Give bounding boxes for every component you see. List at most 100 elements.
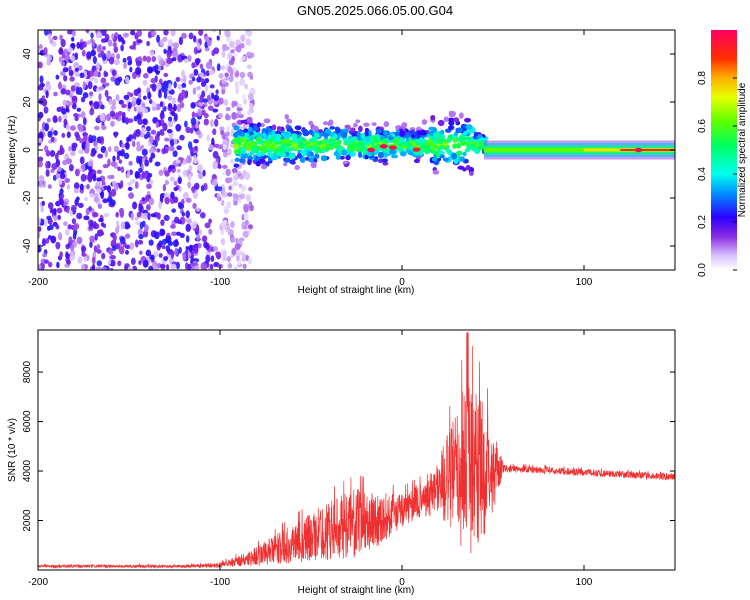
- heat-cell: [206, 94, 211, 101]
- heat-cell: [223, 151, 228, 158]
- heat-cell: [156, 34, 161, 44]
- heat-cell: [227, 262, 233, 269]
- heat-cell: [172, 239, 179, 248]
- heat-cell: [64, 228, 70, 236]
- heat-cell: [127, 101, 132, 110]
- heat-cell: [154, 134, 160, 142]
- heat-cell: [439, 154, 445, 159]
- heat-cell: [121, 143, 125, 149]
- heat-cell: [238, 197, 242, 204]
- heat-cell: [213, 94, 220, 102]
- heat-cell: [164, 180, 170, 186]
- heat-cell: [167, 95, 173, 101]
- heat-cell: [118, 99, 124, 105]
- heat-cell: [263, 118, 271, 124]
- heat-cell: [41, 200, 45, 206]
- heat-cell: [381, 158, 389, 163]
- heat-cell: [82, 41, 87, 48]
- heat-cell: [288, 153, 296, 160]
- heat-cell: [100, 222, 105, 227]
- heat-cell: [61, 108, 67, 115]
- heat-cell: [335, 127, 341, 134]
- heat-cell: [90, 107, 94, 112]
- heat-cell: [154, 140, 158, 147]
- heat-cell: [259, 158, 266, 164]
- heat-cell: [182, 192, 189, 200]
- heat-cell: [275, 133, 282, 140]
- heat-cell: [181, 211, 186, 217]
- heat-cell: [125, 141, 130, 150]
- heat-cell: [101, 180, 106, 186]
- heat-cell: [185, 126, 191, 134]
- heat-cell: [192, 191, 198, 199]
- heat-cell: [218, 72, 224, 79]
- heat-cell: [116, 53, 121, 60]
- heat-cell: [83, 256, 88, 262]
- heat-cell: [155, 103, 161, 111]
- heat-cell: [241, 149, 247, 155]
- heat-cell: [227, 52, 232, 60]
- heat-cell: [121, 103, 127, 109]
- heat-cell: [43, 47, 48, 55]
- heat-cell: [151, 56, 157, 62]
- heat-cell: [215, 251, 221, 257]
- heat-cell: [38, 137, 43, 143]
- heat-cell: [247, 159, 252, 166]
- heat-cell: [74, 168, 80, 177]
- heat-cell: [146, 40, 150, 47]
- heat-cell: [150, 77, 156, 84]
- heat-cell: [166, 50, 172, 59]
- heat-cell: [314, 153, 320, 159]
- heat-cell: [342, 160, 349, 165]
- heat-cell: [187, 55, 192, 62]
- heat-cell: [216, 193, 222, 198]
- heat-cell: [62, 99, 68, 106]
- heat-cell: [192, 202, 197, 210]
- heat-cell: [176, 231, 182, 236]
- heat-cell: [118, 183, 122, 190]
- heat-cell: [47, 130, 53, 138]
- heat-cell: [175, 159, 181, 164]
- heat-cell: [165, 264, 170, 270]
- heat-cell: [175, 123, 182, 132]
- heat-cell: [283, 162, 288, 167]
- heat-cell: [90, 32, 94, 39]
- heat-cell: [126, 182, 132, 187]
- colorbar: 0.0 0.2 0.4 0.6 0.8 Normalized spectral ampl…: [697, 30, 748, 277]
- heat-cell: [78, 149, 84, 155]
- heat-cell: [437, 119, 445, 127]
- heat-cell: [93, 196, 100, 203]
- heat-cell: [69, 76, 75, 82]
- heat-cell: [83, 215, 90, 221]
- heat-cell: [57, 166, 62, 172]
- heat-cell: [190, 102, 196, 109]
- y-tick-label: -40: [22, 238, 33, 253]
- heat-cell: [170, 224, 176, 229]
- heat-cell: [199, 212, 206, 219]
- heat-cell: [148, 147, 155, 154]
- heat-cell: [229, 143, 234, 148]
- heat-cell: [171, 97, 176, 105]
- heat-cell: [96, 32, 103, 39]
- heat-cell: [448, 120, 455, 126]
- heat-cell: [187, 173, 192, 182]
- heat-cell: [132, 201, 138, 210]
- heat-cell: [76, 107, 82, 112]
- heat-cell: [120, 221, 126, 230]
- heat-cell: [463, 130, 468, 135]
- heat-cell: [290, 133, 298, 140]
- heat-cell: [100, 77, 107, 84]
- heat-cell: [261, 131, 267, 138]
- heat-cell: [185, 197, 192, 203]
- heat-cell: [175, 76, 181, 82]
- heat-cell: [205, 254, 211, 263]
- heat-cell: [364, 130, 369, 137]
- heat-cell: [458, 134, 466, 142]
- heat-cell: [183, 58, 189, 64]
- heat-cell: [253, 124, 258, 130]
- heat-cell: [134, 181, 139, 189]
- heat-cell: [209, 84, 215, 89]
- heat-cell: [284, 114, 289, 120]
- heat-cell: [177, 178, 182, 183]
- heat-cell: [78, 65, 83, 71]
